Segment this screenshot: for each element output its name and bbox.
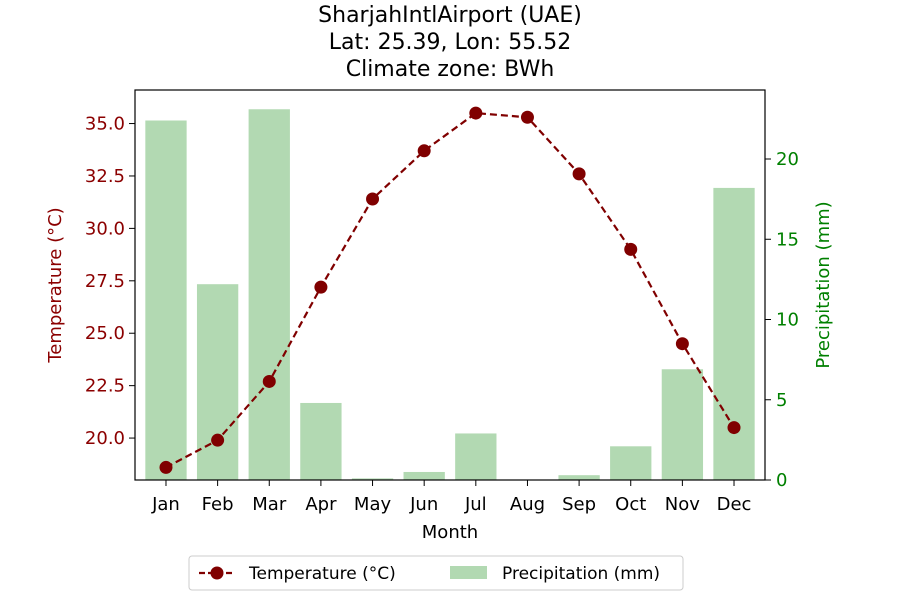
temp-point-aug <box>520 110 534 124</box>
temp-point-dec <box>727 421 741 435</box>
temperature-tick-label: 32.5 <box>85 166 125 187</box>
temp-point-oct <box>624 242 638 256</box>
precip-bar-mar <box>248 109 290 480</box>
temperature-tick-label: 35.0 <box>85 114 125 135</box>
precipitation-bars <box>145 109 755 480</box>
left-axis-label: Temperature (°C) <box>45 207 66 363</box>
x-axis-label: Month <box>422 522 478 543</box>
month-tick-label: Jan <box>151 494 180 515</box>
chart-title-line-3: Climate zone: BWh <box>346 57 555 82</box>
legend-temperature-marker <box>210 566 224 580</box>
month-tick-label: Feb <box>202 494 234 515</box>
temperature-series <box>159 106 741 474</box>
temperature-tick-label: 25.0 <box>85 323 125 344</box>
legend-precipitation-swatch <box>450 566 487 579</box>
temperature-tick-label: 30.0 <box>85 218 125 239</box>
month-tick-label: Aug <box>510 494 545 515</box>
precipitation-tick-label: 5 <box>776 390 787 411</box>
temp-point-apr <box>314 280 328 294</box>
precip-bar-oct <box>610 446 652 480</box>
month-tick-label: May <box>354 494 392 515</box>
month-axis: Jan Feb Mar Apr May Jun Jul Aug Sep Oct Nov Dec <box>151 480 751 515</box>
legend: Temperature (°C) Precipitation (mm) <box>188 555 684 591</box>
precip-bar-nov <box>661 369 704 480</box>
precip-bar-feb <box>196 284 239 480</box>
legend-temperature-label: Temperature (°C) <box>248 564 396 584</box>
temperature-tick-label: 27.5 <box>85 271 125 292</box>
chart-title: SharjahIntlAirport (UAE) Lat: 25.39, Lon… <box>318 3 582 82</box>
plot-frame <box>134 89 766 481</box>
temp-point-nov <box>675 337 689 351</box>
month-tick-label: Dec <box>717 494 752 515</box>
temperature-line <box>165 111 735 469</box>
month-tick-label: Jul <box>464 494 487 515</box>
chart-title-line-1: SharjahIntlAirport (UAE) <box>318 3 582 28</box>
legend-precipitation-label: Precipitation (mm) <box>502 564 660 584</box>
precipitation-tick-label: 10 <box>776 310 799 331</box>
temperature-axis: 20.0 22.5 25.0 27.5 30.0 32.5 35.0 <box>85 114 135 449</box>
temperature-tick-label: 22.5 <box>85 376 125 397</box>
temp-point-jun <box>417 144 431 158</box>
precipitation-tick-label: 0 <box>776 470 787 491</box>
month-tick-label: Sep <box>562 494 596 515</box>
temp-point-jan <box>159 460 173 474</box>
month-tick-label: Oct <box>615 494 646 515</box>
precip-bar-jul <box>455 433 497 480</box>
precip-bar-jan <box>145 120 187 480</box>
month-tick-label: Mar <box>252 494 287 515</box>
chart-title-line-2: Lat: 25.39, Lon: 55.52 <box>329 30 571 55</box>
temp-point-feb <box>211 433 225 447</box>
precipitation-tick-label: 20 <box>776 149 799 170</box>
temp-point-may <box>366 192 380 206</box>
precip-bar-may <box>351 478 394 480</box>
right-axis-label: Precipitation (mm) <box>813 201 834 368</box>
precip-bar-sep <box>558 475 600 480</box>
precipitation-axis: 0 5 10 15 20 <box>765 149 799 491</box>
precipitation-tick-label: 15 <box>776 229 799 250</box>
precip-bar-apr <box>300 402 342 480</box>
temp-point-jul <box>469 106 483 120</box>
temp-point-sep <box>572 167 586 181</box>
precip-bar-dec <box>713 187 755 480</box>
precip-bar-jun <box>403 471 445 480</box>
temp-point-mar <box>262 374 276 388</box>
temperature-tick-label: 20.0 <box>85 428 125 449</box>
month-tick-label: Nov <box>665 494 700 515</box>
month-tick-label: Jun <box>409 494 438 515</box>
legend-frame <box>188 555 684 591</box>
month-tick-label: Apr <box>305 494 337 515</box>
